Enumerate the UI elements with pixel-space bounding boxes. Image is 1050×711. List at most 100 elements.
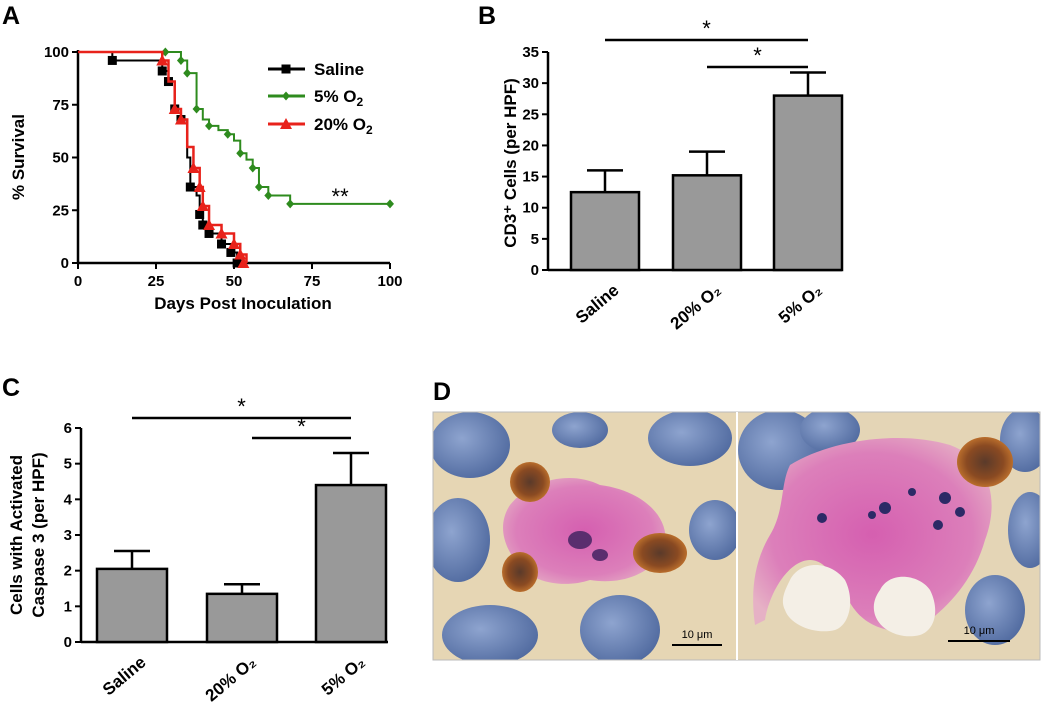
inclusion bbox=[955, 507, 965, 517]
apoptotic-cell bbox=[957, 437, 1013, 487]
inclusion bbox=[939, 492, 951, 504]
nucleus bbox=[433, 412, 510, 478]
survival-marker-diamond bbox=[183, 68, 192, 78]
panel-c-chart: 0 1 2 3 4 5 6 Saline 20% O₂ 5% O₂ * * Cells with Ac… bbox=[7, 394, 388, 705]
y-tick-label: 1 bbox=[64, 598, 72, 615]
bar bbox=[569, 190, 641, 272]
survival-marker-square bbox=[204, 228, 214, 238]
survival-series bbox=[78, 47, 394, 268]
bar bbox=[314, 483, 388, 644]
inclusion bbox=[868, 511, 876, 519]
y-tick-label: 3 bbox=[64, 527, 72, 544]
survival-y-title: % Survival bbox=[9, 114, 28, 200]
survival-marker-triangle bbox=[193, 181, 206, 193]
x-tick-label: 0 bbox=[74, 273, 82, 290]
survival-marker-triangle bbox=[234, 248, 247, 260]
survival-significance: ** bbox=[332, 184, 350, 209]
legend-marker bbox=[281, 64, 291, 74]
survival-legend: Saline 5% O2 20% O2 bbox=[268, 60, 373, 137]
y-tick-label: 35 bbox=[522, 44, 539, 61]
bar bbox=[205, 592, 279, 644]
bar bbox=[772, 94, 844, 272]
panel-letter-b: B bbox=[478, 2, 496, 30]
nucleus bbox=[689, 500, 736, 560]
legend-label: 5% O2 bbox=[314, 87, 364, 109]
y-tick-label: 25 bbox=[52, 202, 69, 219]
y-tick-label: 5 bbox=[64, 456, 72, 473]
y-tick-label: 4 bbox=[64, 491, 73, 508]
survival-marker-square bbox=[107, 55, 117, 65]
survival-marker-diamond bbox=[223, 129, 232, 139]
y-tick-label: 0 bbox=[64, 634, 72, 651]
significance-star: * bbox=[702, 16, 711, 41]
survival-marker-triangle bbox=[215, 227, 228, 239]
survival-marker-square bbox=[198, 220, 208, 230]
significance-star: * bbox=[237, 394, 246, 419]
survival-marker-diamond bbox=[205, 121, 214, 131]
y-tick-label: 6 bbox=[64, 420, 72, 437]
x-tick-label: 50 bbox=[226, 273, 243, 290]
micrograph-left: 10 μm bbox=[433, 412, 736, 660]
survival-marker-triangle bbox=[237, 257, 250, 268]
nucleus bbox=[1008, 492, 1040, 568]
survival-marker-square bbox=[195, 209, 205, 219]
nucleus bbox=[442, 605, 538, 660]
legend-label-main: 20% O bbox=[314, 115, 366, 134]
legend-label-main: 5% O bbox=[314, 87, 357, 106]
y-tick-label: 0 bbox=[531, 262, 539, 279]
survival-marker-diamond bbox=[176, 55, 185, 65]
inclusion bbox=[817, 513, 827, 523]
micrograph-right: 10 μm bbox=[738, 412, 1040, 660]
caspase-bar-chart: 0 1 2 3 4 5 6 Saline 20% O₂ 5% O₂ * * bbox=[64, 394, 388, 705]
panel-letter-c: C bbox=[2, 374, 20, 402]
nucleus bbox=[800, 412, 860, 452]
survival-axes: 0 25 50 75 100 0 25 50 75 100 bbox=[44, 44, 403, 290]
survival-marker-square bbox=[157, 66, 167, 76]
nucleus bbox=[580, 595, 660, 660]
nucleus bbox=[433, 498, 490, 582]
panel-letter-d: D bbox=[433, 378, 451, 406]
survival-marker-triangle bbox=[203, 219, 216, 231]
y-tick-label: 15 bbox=[522, 169, 539, 186]
bar bbox=[671, 174, 743, 272]
legend-label: Saline bbox=[314, 60, 364, 79]
survival-marker-diamond bbox=[386, 199, 394, 209]
y-tick-label: 2 bbox=[64, 563, 72, 580]
inclusion bbox=[879, 502, 891, 514]
survival-marker-triangle bbox=[168, 102, 181, 114]
category-label: 5% O₂ bbox=[318, 653, 369, 700]
survival-marker-triangle bbox=[156, 54, 169, 66]
survival-marker-diamond bbox=[248, 163, 257, 173]
legend-marker bbox=[280, 118, 292, 129]
y-tick-label: 100 bbox=[44, 44, 69, 61]
survival-marker-diamond bbox=[236, 148, 245, 158]
survival-marker-diamond bbox=[264, 190, 273, 200]
survival-marker-square bbox=[185, 182, 195, 192]
survival-line-square bbox=[78, 51, 244, 264]
category-label: 20% O₂ bbox=[667, 281, 725, 334]
y-tick-label: 0 bbox=[61, 255, 69, 272]
inclusion bbox=[908, 488, 916, 496]
y-tick-label: 50 bbox=[52, 150, 69, 167]
inclusion bbox=[592, 549, 608, 561]
apoptotic-cell bbox=[502, 552, 538, 592]
caspase-y-title-line2: Caspase 3 (per HPF) bbox=[29, 452, 48, 617]
y-tick-label: 20 bbox=[522, 137, 539, 154]
survival-marker-triangle bbox=[174, 113, 187, 125]
panel-letter-a: A bbox=[2, 2, 20, 30]
category-label: Saline bbox=[572, 281, 623, 328]
nucleus bbox=[552, 412, 608, 448]
panel-b-chart: 0 5 10 15 20 25 30 35 Saline 20% O₂ 5% O₂ * * CD3⁺ C… bbox=[501, 16, 844, 334]
nucleus bbox=[648, 412, 732, 466]
category-label: Saline bbox=[99, 653, 150, 700]
x-tick-label: 100 bbox=[377, 273, 402, 290]
panel-d-micrographs: 10 μm 10 μm bbox=[432, 411, 1041, 661]
survival-x-title: Days Post Inoculation bbox=[154, 294, 332, 313]
survival-marker-diamond bbox=[192, 104, 201, 114]
legend-label-subscript: 2 bbox=[366, 123, 373, 137]
survival-marker-triangle bbox=[228, 238, 240, 250]
bar bbox=[95, 567, 169, 644]
x-tick-label: 25 bbox=[148, 273, 165, 290]
